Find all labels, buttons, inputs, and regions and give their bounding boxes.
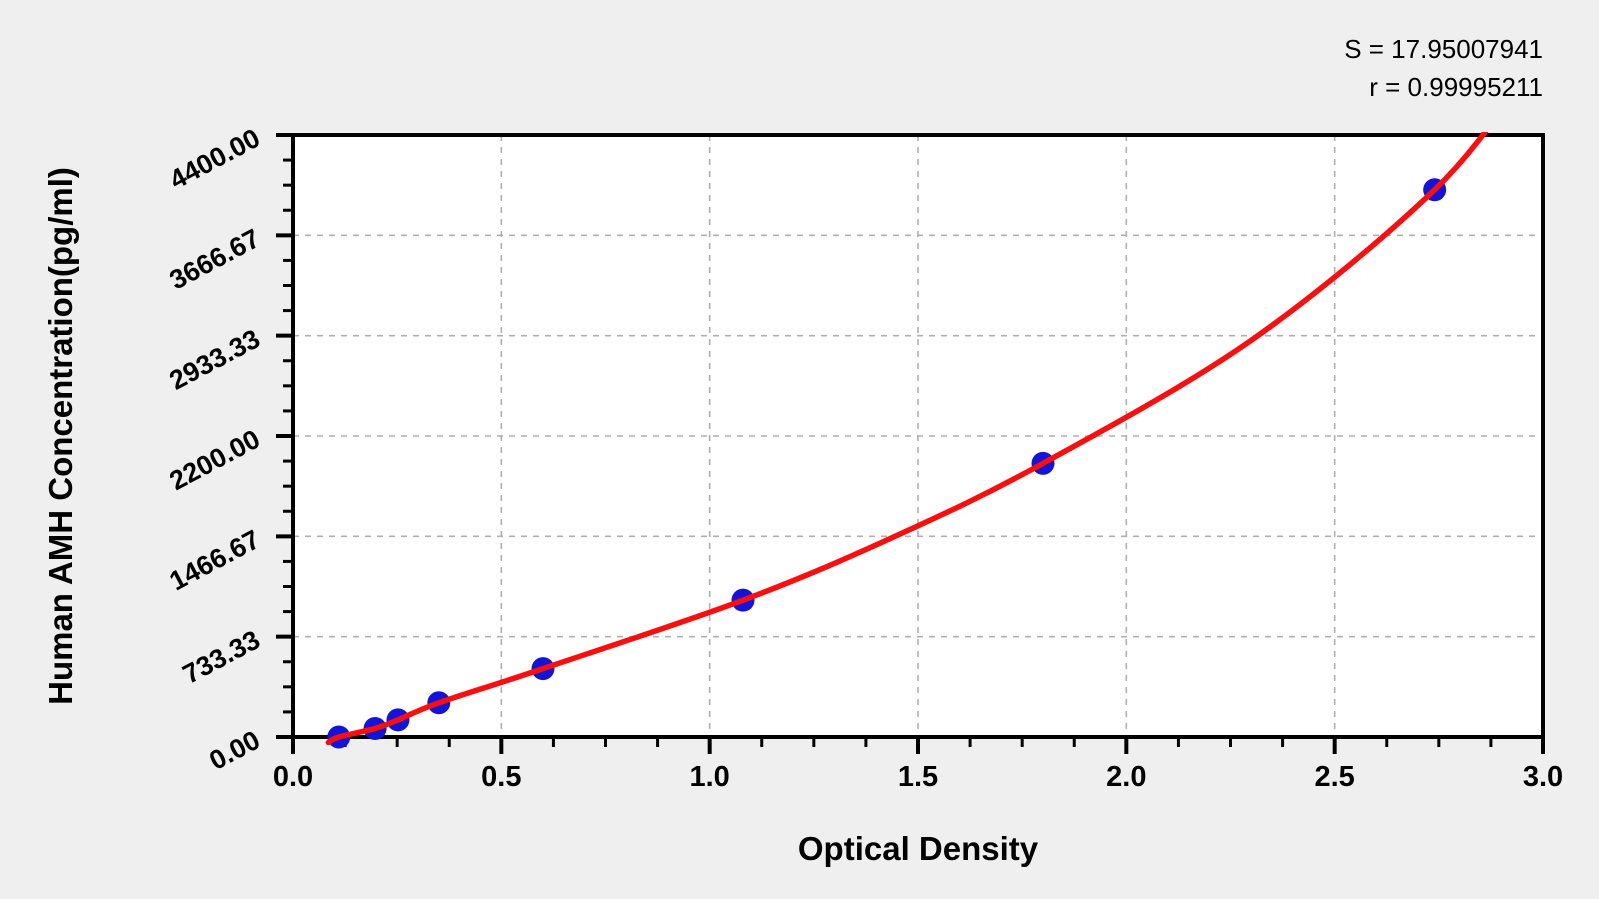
y-tick-label: 1466.67: [165, 524, 265, 596]
x-tick-label: 0.5: [481, 761, 521, 793]
stat-r: r = 0.99995211: [1369, 72, 1543, 102]
x-tick-label: 0.0: [273, 761, 313, 793]
x-axis-title: Optical Density: [798, 830, 1039, 867]
x-tick-label: 2.0: [1106, 761, 1146, 793]
stat-s: S = 17.95007941: [1344, 34, 1543, 64]
gridlines: [293, 135, 1543, 737]
y-tick-label: 3666.67: [165, 223, 265, 295]
y-tick-label: 4400.00: [165, 123, 265, 195]
y-axis-title: Human AMH Concentration(pg/ml): [42, 167, 79, 705]
fit-curve-group: [325, 132, 1489, 745]
x-tick-label: 2.5: [1315, 761, 1355, 793]
y-tick-label: 2933.33: [165, 323, 265, 395]
fit-curve: [325, 132, 1489, 745]
y-tick-label: 733.33: [178, 624, 265, 689]
y-tick-labels: 0.00 733.33 1466.67 2200.00 2933.33 3666.67 44…: [165, 123, 265, 776]
y-tick-label: 2200.00: [165, 424, 265, 496]
y-tick-label: 0.00: [204, 725, 264, 776]
x-tick-label: 1.0: [690, 761, 730, 793]
x-tick-label: 3.0: [1523, 761, 1563, 793]
x-tick-labels: 0.0 0.5 1.0 1.5 2.0 2.5 3.0: [273, 761, 1563, 793]
x-tick-label: 1.5: [898, 761, 938, 793]
